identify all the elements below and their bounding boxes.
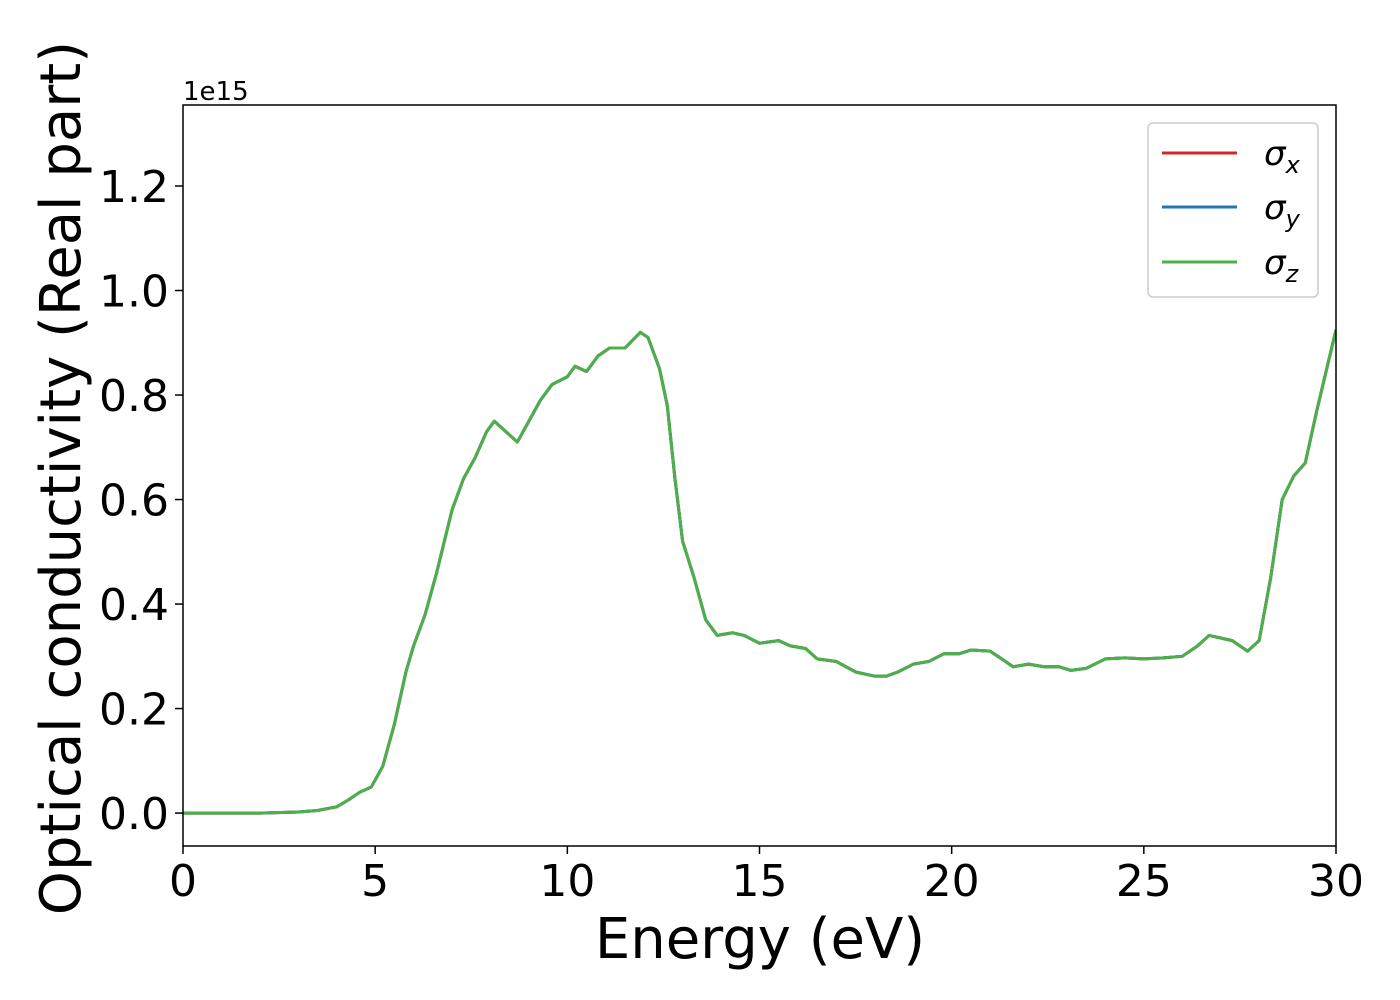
y-tick-label: 1.0 bbox=[99, 267, 169, 318]
y-tick-label: 0.0 bbox=[99, 789, 169, 840]
legend-box bbox=[1147, 122, 1319, 298]
legend-label: σy bbox=[1264, 188, 1301, 233]
y-tick-label: 0.8 bbox=[99, 371, 169, 422]
plot-frame bbox=[182, 104, 1337, 847]
x-tick-label: 30 bbox=[1308, 856, 1364, 907]
y-tick-label: 0.2 bbox=[99, 685, 169, 736]
y-axis-label: Optical conductivity (Real part) bbox=[29, 41, 94, 915]
x-tick-label: 5 bbox=[361, 856, 389, 907]
x-tick-label: 0 bbox=[169, 856, 197, 907]
y-offset-label: 1e15 bbox=[183, 77, 249, 107]
y-tick-label: 0.4 bbox=[99, 580, 169, 631]
series-line bbox=[183, 329, 1336, 815]
x-tick-label: 25 bbox=[1116, 856, 1172, 907]
legend-label: σx bbox=[1264, 134, 1301, 179]
x-axis-label: Energy (eV) bbox=[595, 907, 925, 972]
series-line bbox=[183, 329, 1336, 815]
legend-label: σz bbox=[1264, 243, 1300, 288]
x-tick-label: 20 bbox=[924, 856, 980, 907]
x-tick-label: 10 bbox=[539, 856, 595, 907]
y-tick-label: 0.6 bbox=[99, 476, 169, 527]
series-line bbox=[183, 329, 1336, 815]
y-tick-label: 1.2 bbox=[99, 162, 169, 213]
x-tick-label: 15 bbox=[732, 856, 788, 907]
